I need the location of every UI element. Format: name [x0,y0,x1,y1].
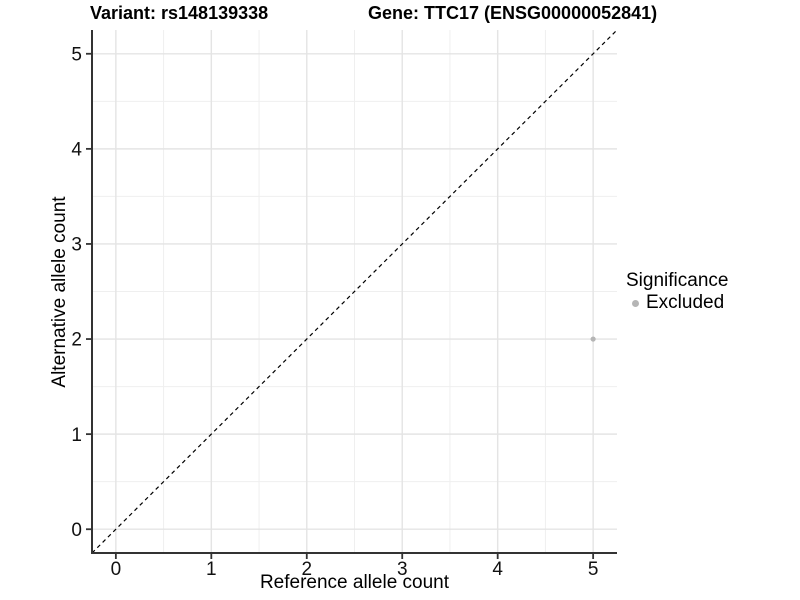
excluded-point-icon [632,299,639,307]
y-tick-label: 1 [71,425,82,446]
data-point [590,336,596,342]
legend: Significance Excluded [626,270,728,314]
x-tick-label: 2 [301,559,312,580]
plot-title-variant: Variant: rs148139338 [90,3,269,23]
y-tick-label: 2 [71,330,82,351]
plot-title-gene: Gene: TTC17 (ENSG00000052841) [368,3,658,23]
x-tick-label: 1 [206,559,217,580]
y-tick-label: 0 [71,520,82,541]
legend-item-excluded: Excluded [632,292,728,314]
x-tick-label: 5 [588,559,599,580]
y-axis-title: Alternative allele count [49,196,70,388]
y-tick-label: 3 [71,235,82,256]
x-tick-label: 3 [397,559,408,580]
x-axis-title: Reference allele count [259,572,450,593]
x-tick-label: 4 [492,559,503,580]
legend-title: Significance [626,270,729,291]
legend-item-label: Excluded [646,292,725,313]
y-tick-label: 5 [71,44,82,65]
y-tick-label: 4 [71,140,82,161]
identity-line [91,29,618,554]
x-tick-label: 0 [111,559,122,580]
